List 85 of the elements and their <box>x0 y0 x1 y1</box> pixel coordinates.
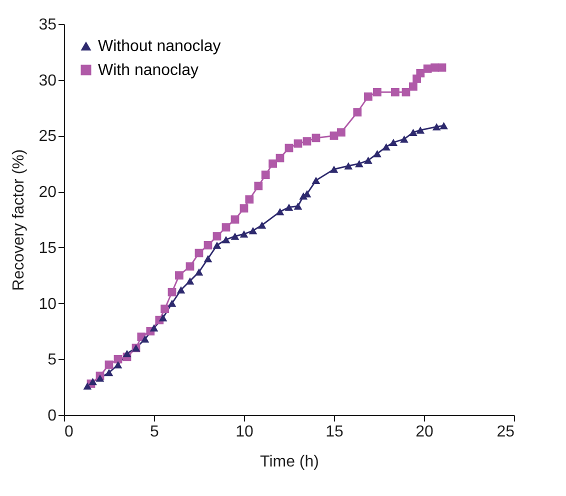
point <box>412 74 421 83</box>
point <box>204 254 212 262</box>
point <box>382 143 390 151</box>
point <box>355 160 364 168</box>
point <box>248 227 258 234</box>
point <box>416 126 425 134</box>
point <box>276 208 284 216</box>
point <box>96 374 104 382</box>
point <box>104 360 114 369</box>
point <box>88 378 97 386</box>
point <box>337 128 346 137</box>
point <box>373 150 382 158</box>
point <box>268 159 277 168</box>
point <box>222 236 230 244</box>
x-tick-label: 5 <box>150 424 160 440</box>
point <box>312 176 320 184</box>
point <box>222 223 230 232</box>
y-tick-label: 30 <box>38 72 57 90</box>
point <box>284 144 294 152</box>
point <box>302 137 312 146</box>
y-tick-label: 15 <box>38 240 57 257</box>
point <box>330 132 338 140</box>
y-tick-label: 10 <box>38 296 57 313</box>
point <box>284 204 294 211</box>
point <box>258 221 266 229</box>
point <box>114 354 122 364</box>
point <box>353 108 362 116</box>
x-axis-title: Time (h) <box>260 454 319 470</box>
point <box>391 88 400 96</box>
y-tick-label: 20 <box>38 184 57 202</box>
point <box>168 300 176 307</box>
point <box>240 204 248 213</box>
point <box>104 368 114 376</box>
point <box>402 88 410 96</box>
x-tick-label: 15 <box>326 424 344 440</box>
point <box>194 268 204 276</box>
point <box>432 123 441 130</box>
point <box>312 134 320 142</box>
point <box>254 182 263 190</box>
point <box>168 288 176 296</box>
point <box>194 248 204 258</box>
point <box>330 166 338 173</box>
point <box>294 202 302 210</box>
point <box>175 271 184 280</box>
point <box>400 135 408 143</box>
point <box>114 361 122 368</box>
x-tick-label: 25 <box>496 424 515 440</box>
point <box>230 232 240 240</box>
point <box>160 304 169 314</box>
point <box>176 286 186 294</box>
point <box>83 382 92 390</box>
point <box>344 162 353 170</box>
y-tick-label: 25 <box>38 128 57 146</box>
legend-label: With nanoclay <box>98 62 198 79</box>
y-axis-title: Recovery factor (%) <box>10 149 28 291</box>
y-tick-label: 5 <box>48 352 57 369</box>
x-tick-label: 20 <box>416 424 434 440</box>
point <box>364 92 372 101</box>
point <box>240 230 248 238</box>
point <box>140 335 150 343</box>
point <box>186 262 194 271</box>
point <box>299 192 308 200</box>
point <box>364 156 372 164</box>
x-tick-label: 10 <box>236 424 254 440</box>
point <box>440 122 448 130</box>
point <box>230 215 240 224</box>
point <box>245 195 254 204</box>
point <box>423 64 432 73</box>
point <box>158 314 168 322</box>
y-tick-label: 0 <box>48 408 57 424</box>
point <box>409 128 418 136</box>
legend-label: Without nanoclay <box>98 38 221 55</box>
point <box>186 277 194 285</box>
point <box>294 139 302 148</box>
point <box>373 88 382 96</box>
x-tick-label: 0 <box>64 424 74 440</box>
point <box>150 324 158 332</box>
point <box>389 138 398 146</box>
point <box>261 170 270 179</box>
point <box>409 82 418 91</box>
point <box>122 350 132 358</box>
point <box>204 241 212 250</box>
point <box>212 232 222 240</box>
y-tick-label: 35 <box>38 16 57 34</box>
point <box>212 242 222 249</box>
